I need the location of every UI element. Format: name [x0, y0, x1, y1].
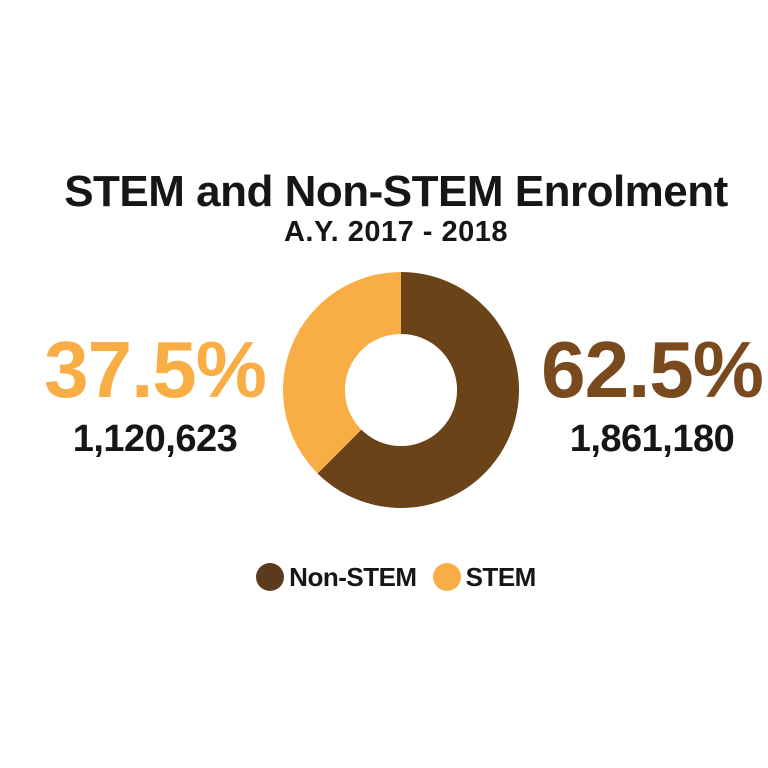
- non-stem-enrolment-count: 1,861,180: [569, 418, 735, 460]
- donut-chart: [283, 272, 519, 508]
- non-stem-swatch-icon: [256, 563, 285, 591]
- stem-label-group: 37.5% 1,120,623: [30, 325, 280, 460]
- stem-enrolment-count: 1,120,623: [72, 418, 238, 460]
- chart-legend: Non-STEM STEM: [24, 562, 768, 592]
- donut-chart-svg: [283, 272, 519, 508]
- legend-label-non-stem: Non-STEM: [289, 562, 417, 592]
- chart-title: STEM and Non-STEM Enrolment: [64, 167, 728, 216]
- non-stem-label-group: 62.5% 1,861,180: [527, 325, 768, 460]
- donut-slice-non-stem: [317, 272, 519, 508]
- non-stem-percentage: 62.5%: [541, 325, 764, 414]
- legend-item-non-stem: Non-STEM: [256, 562, 417, 592]
- legend-item-stem: STEM: [432, 562, 537, 592]
- chart-subtitle: A.Y. 2017 - 2018: [283, 216, 509, 248]
- stem-percentage: 37.5%: [44, 325, 267, 414]
- stem-swatch-icon: [432, 563, 461, 591]
- legend-label-stem: STEM: [465, 562, 537, 592]
- donut-slice-stem: [283, 272, 401, 474]
